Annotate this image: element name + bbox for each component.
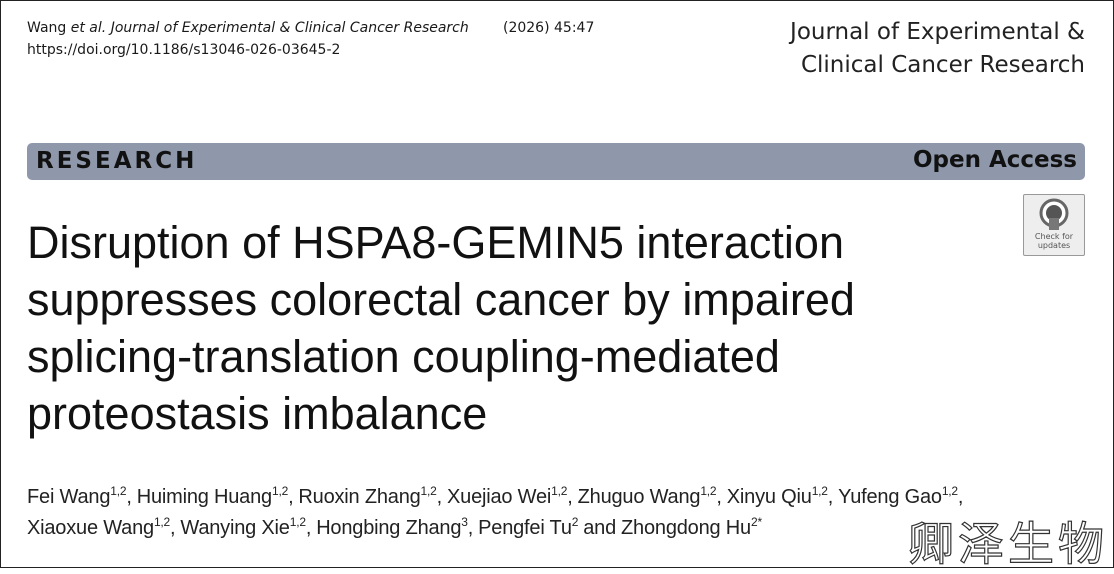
journal-logo: Journal of Experimental & Clinical Cance… [790, 16, 1085, 82]
watermark: 卿泽生物 [907, 516, 1108, 571]
authors: Fei Wang1,2, Huiming Huang1,2, Ruoxin Zhan… [27, 482, 963, 544]
author-separator: , [170, 517, 176, 539]
title-line: splicing-translation coupling-mediated [27, 331, 780, 382]
banner: RESEARCH Open Access [27, 143, 1085, 180]
author-affiliation: 2 [571, 515, 579, 529]
journal-logo-line: Clinical Cancer Research [800, 52, 1085, 78]
citation-journal: Journal of Experimental & Clinical Cance… [110, 20, 469, 36]
title-line: proteostasis imbalance [27, 388, 488, 439]
author-separator: , [716, 486, 722, 508]
author-affiliation: 1,2 [153, 515, 171, 529]
author-name: Ruoxin Zhang [298, 486, 421, 508]
article-title: Disruption of HSPA8-GEMIN5 interaction s… [27, 214, 855, 442]
author-affiliation: 2* [750, 515, 762, 529]
author-separator: , [305, 517, 312, 539]
author-separator: , [126, 486, 132, 508]
badge-text: updates [1037, 241, 1071, 250]
author-name: Hongbing Zhang [316, 517, 462, 539]
badge-icon [1039, 198, 1069, 230]
author-name: Xuejiao Wei [447, 486, 552, 508]
author-line: Fei Wang1,2, Huiming Huang1,2, Ruoxin Zhan… [27, 482, 963, 513]
citation-author: Wang [27, 20, 67, 36]
author-name: Zhongdong Hu [621, 517, 751, 539]
citation-year-volume: (2026) 45:47 [503, 20, 595, 36]
author-name: Fei Wang [27, 486, 111, 508]
author-name: Xinyu Qiu [726, 486, 812, 508]
author-name: Huiming Huang [136, 486, 272, 508]
author-separator: , [467, 517, 474, 539]
article-type: RESEARCH [36, 148, 198, 174]
author-name: Zhuguo Wang [577, 486, 701, 508]
author-affiliation: 1,2 [941, 484, 958, 498]
author-separator: , [567, 486, 573, 508]
author-affiliation: 1,2 [811, 484, 828, 498]
author-name: Yufeng Gao [838, 486, 942, 508]
open-access: Open Access [912, 147, 1077, 173]
doi[interactable]: https://doi.org/10.1186/s13046-026-03645… [27, 42, 341, 58]
title-line: Disruption of HSPA8-GEMIN5 interaction [27, 217, 844, 268]
journal-logo-line: Journal of Experimental & [790, 19, 1085, 45]
check-for-updates[interactable]: Check for updates [1023, 194, 1085, 256]
citation-etal: et al. [70, 20, 107, 36]
author-name: Pengfei Tu [478, 517, 572, 539]
author-separator: and [583, 517, 617, 539]
author-line: Xiaoxue Wang1,2, Wanying Xie1,2, Hongbing … [27, 513, 963, 544]
title-line: suppresses colorectal cancer by impaired [27, 274, 855, 325]
author-affiliation: 1,2 [110, 484, 127, 498]
author-separator: , [288, 486, 294, 508]
author-affiliation: 1,2 [420, 484, 437, 498]
author-name: Xiaoxue Wang [27, 517, 154, 539]
author-separator: , [436, 486, 443, 508]
author-affiliation: 1,2 [551, 484, 568, 498]
citation: Wang et al. Journal of Experimental & Cl… [27, 20, 469, 36]
author-affiliation: 1,2 [271, 484, 289, 498]
author-affiliation: 3 [461, 515, 468, 529]
author-name: Wanying Xie [180, 517, 290, 539]
author-affiliation: 1,2 [700, 484, 717, 498]
author-separator: , [827, 486, 834, 508]
author-separator: , [957, 486, 964, 508]
author-affiliation: 1,2 [289, 515, 306, 529]
badge-text: Check for [1034, 232, 1074, 241]
